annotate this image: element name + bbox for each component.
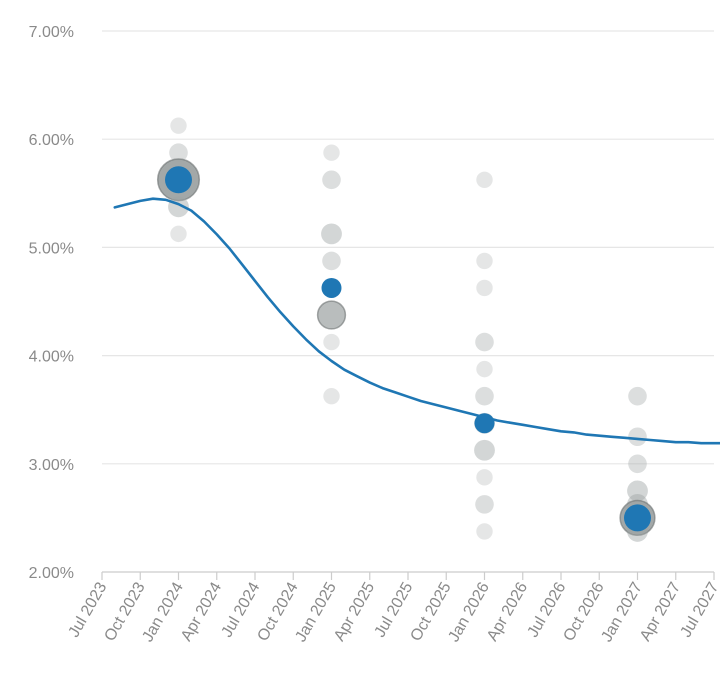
participant-dot — [476, 360, 493, 378]
participant-dots — [156, 117, 656, 542]
participant-dot — [474, 439, 495, 461]
median-dot — [321, 277, 342, 298]
participant-dot — [321, 223, 342, 245]
participant-dot — [323, 387, 340, 405]
participant-dot — [476, 469, 493, 486]
participant-dot — [628, 386, 647, 406]
y-tick-label: 2.00% — [29, 565, 74, 582]
participant-dot — [475, 495, 494, 514]
participant-dot — [316, 300, 347, 330]
participant-dot — [628, 427, 647, 447]
participant-dot — [169, 143, 188, 163]
participant-dot — [322, 251, 341, 271]
y-tick-label: 3.00% — [29, 457, 74, 474]
rate-path-line — [113, 197, 720, 445]
y-tick-label: 5.00% — [29, 240, 74, 257]
participant-dot — [476, 171, 493, 188]
median-dot — [165, 166, 192, 194]
y-tick-label: 4.00% — [29, 349, 74, 366]
participant-dot — [475, 386, 494, 406]
median-dots — [165, 166, 651, 532]
y-axis: 2.00% 3.00% 4.00% 5.00% 6.00% 7.00% — [29, 24, 74, 582]
participant-dot — [627, 480, 648, 502]
participant-dot — [170, 225, 187, 243]
participant-dot — [170, 117, 187, 134]
rate-path-series — [113, 197, 720, 445]
participant-dot — [323, 333, 340, 351]
median-dot — [624, 504, 651, 532]
participant-dot — [476, 279, 493, 297]
median-dot — [474, 413, 495, 434]
participant-dot — [476, 523, 493, 540]
y-tick-label: 7.00% — [29, 24, 74, 41]
participant-dot — [322, 170, 341, 190]
participant-dot — [475, 332, 494, 352]
participant-dot — [476, 252, 493, 270]
gridlines — [102, 30, 714, 573]
participant-dot — [323, 144, 340, 161]
participant-dot — [628, 454, 647, 474]
y-tick-label: 6.00% — [29, 132, 74, 149]
